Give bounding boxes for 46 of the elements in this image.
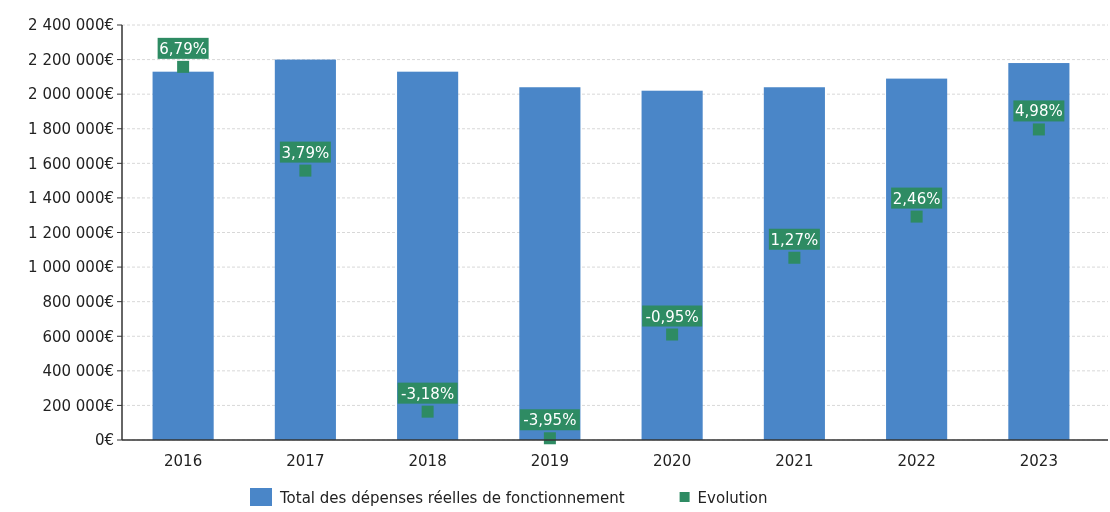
x-tick-label: 2017 (286, 452, 325, 470)
point (666, 328, 679, 341)
bar (763, 87, 825, 440)
y-tick-label: 1 200 000€ (28, 223, 114, 242)
data-label: 3,79% (281, 143, 330, 162)
x-tick-label: 2019 (530, 452, 569, 470)
x-tick-label: 2022 (897, 452, 936, 470)
y-tick-label: 2 400 000€ (28, 16, 114, 35)
bar (519, 87, 581, 440)
point (299, 164, 312, 177)
x-tick-label: 2021 (775, 452, 814, 470)
bar (274, 59, 336, 440)
data-label: 4,98% (1015, 102, 1063, 121)
x-tick-label: 2023 (1019, 452, 1058, 470)
y-tick-label: 400 000€ (42, 362, 114, 381)
x-tick-label: 2018 (408, 452, 447, 470)
y-tick-label: 2 000 000€ (28, 85, 114, 104)
bar (1008, 63, 1070, 440)
bar (397, 71, 459, 440)
point (1032, 123, 1045, 136)
y-tick-label: 600 000€ (42, 327, 114, 346)
bar (886, 78, 948, 440)
point (788, 251, 801, 264)
bar (641, 90, 703, 440)
x-tick-label: 2020 (653, 452, 692, 470)
y-tick-label: 1 000 000€ (28, 258, 114, 277)
y-tick-label: 800 000€ (42, 292, 114, 311)
legend-label: Evolution (697, 489, 768, 507)
data-label: 6,79% (159, 39, 207, 58)
point (177, 60, 190, 73)
legend-label: Total des dépenses réelles de fonctionnement (279, 489, 625, 507)
y-tick-label: 0€ (94, 431, 114, 450)
y-tick-label: 1 800 000€ (28, 120, 114, 138)
data-label: -3,95% (523, 411, 577, 430)
data-label: -3,18% (401, 384, 455, 403)
y-tick-label: 200 000€ (42, 396, 114, 415)
point (910, 210, 923, 223)
y-tick-label: 1 400 000€ (28, 189, 114, 208)
x-tick-label: 2016 (164, 452, 203, 470)
point (421, 405, 434, 418)
data-label: -0,95% (645, 307, 699, 326)
bar (152, 71, 214, 440)
data-label: 2,46% (892, 189, 941, 208)
data-label: 1,27% (770, 230, 819, 249)
y-tick-label: 1 600 000€ (28, 154, 114, 173)
y-tick-label: 2 200 000€ (28, 50, 114, 69)
